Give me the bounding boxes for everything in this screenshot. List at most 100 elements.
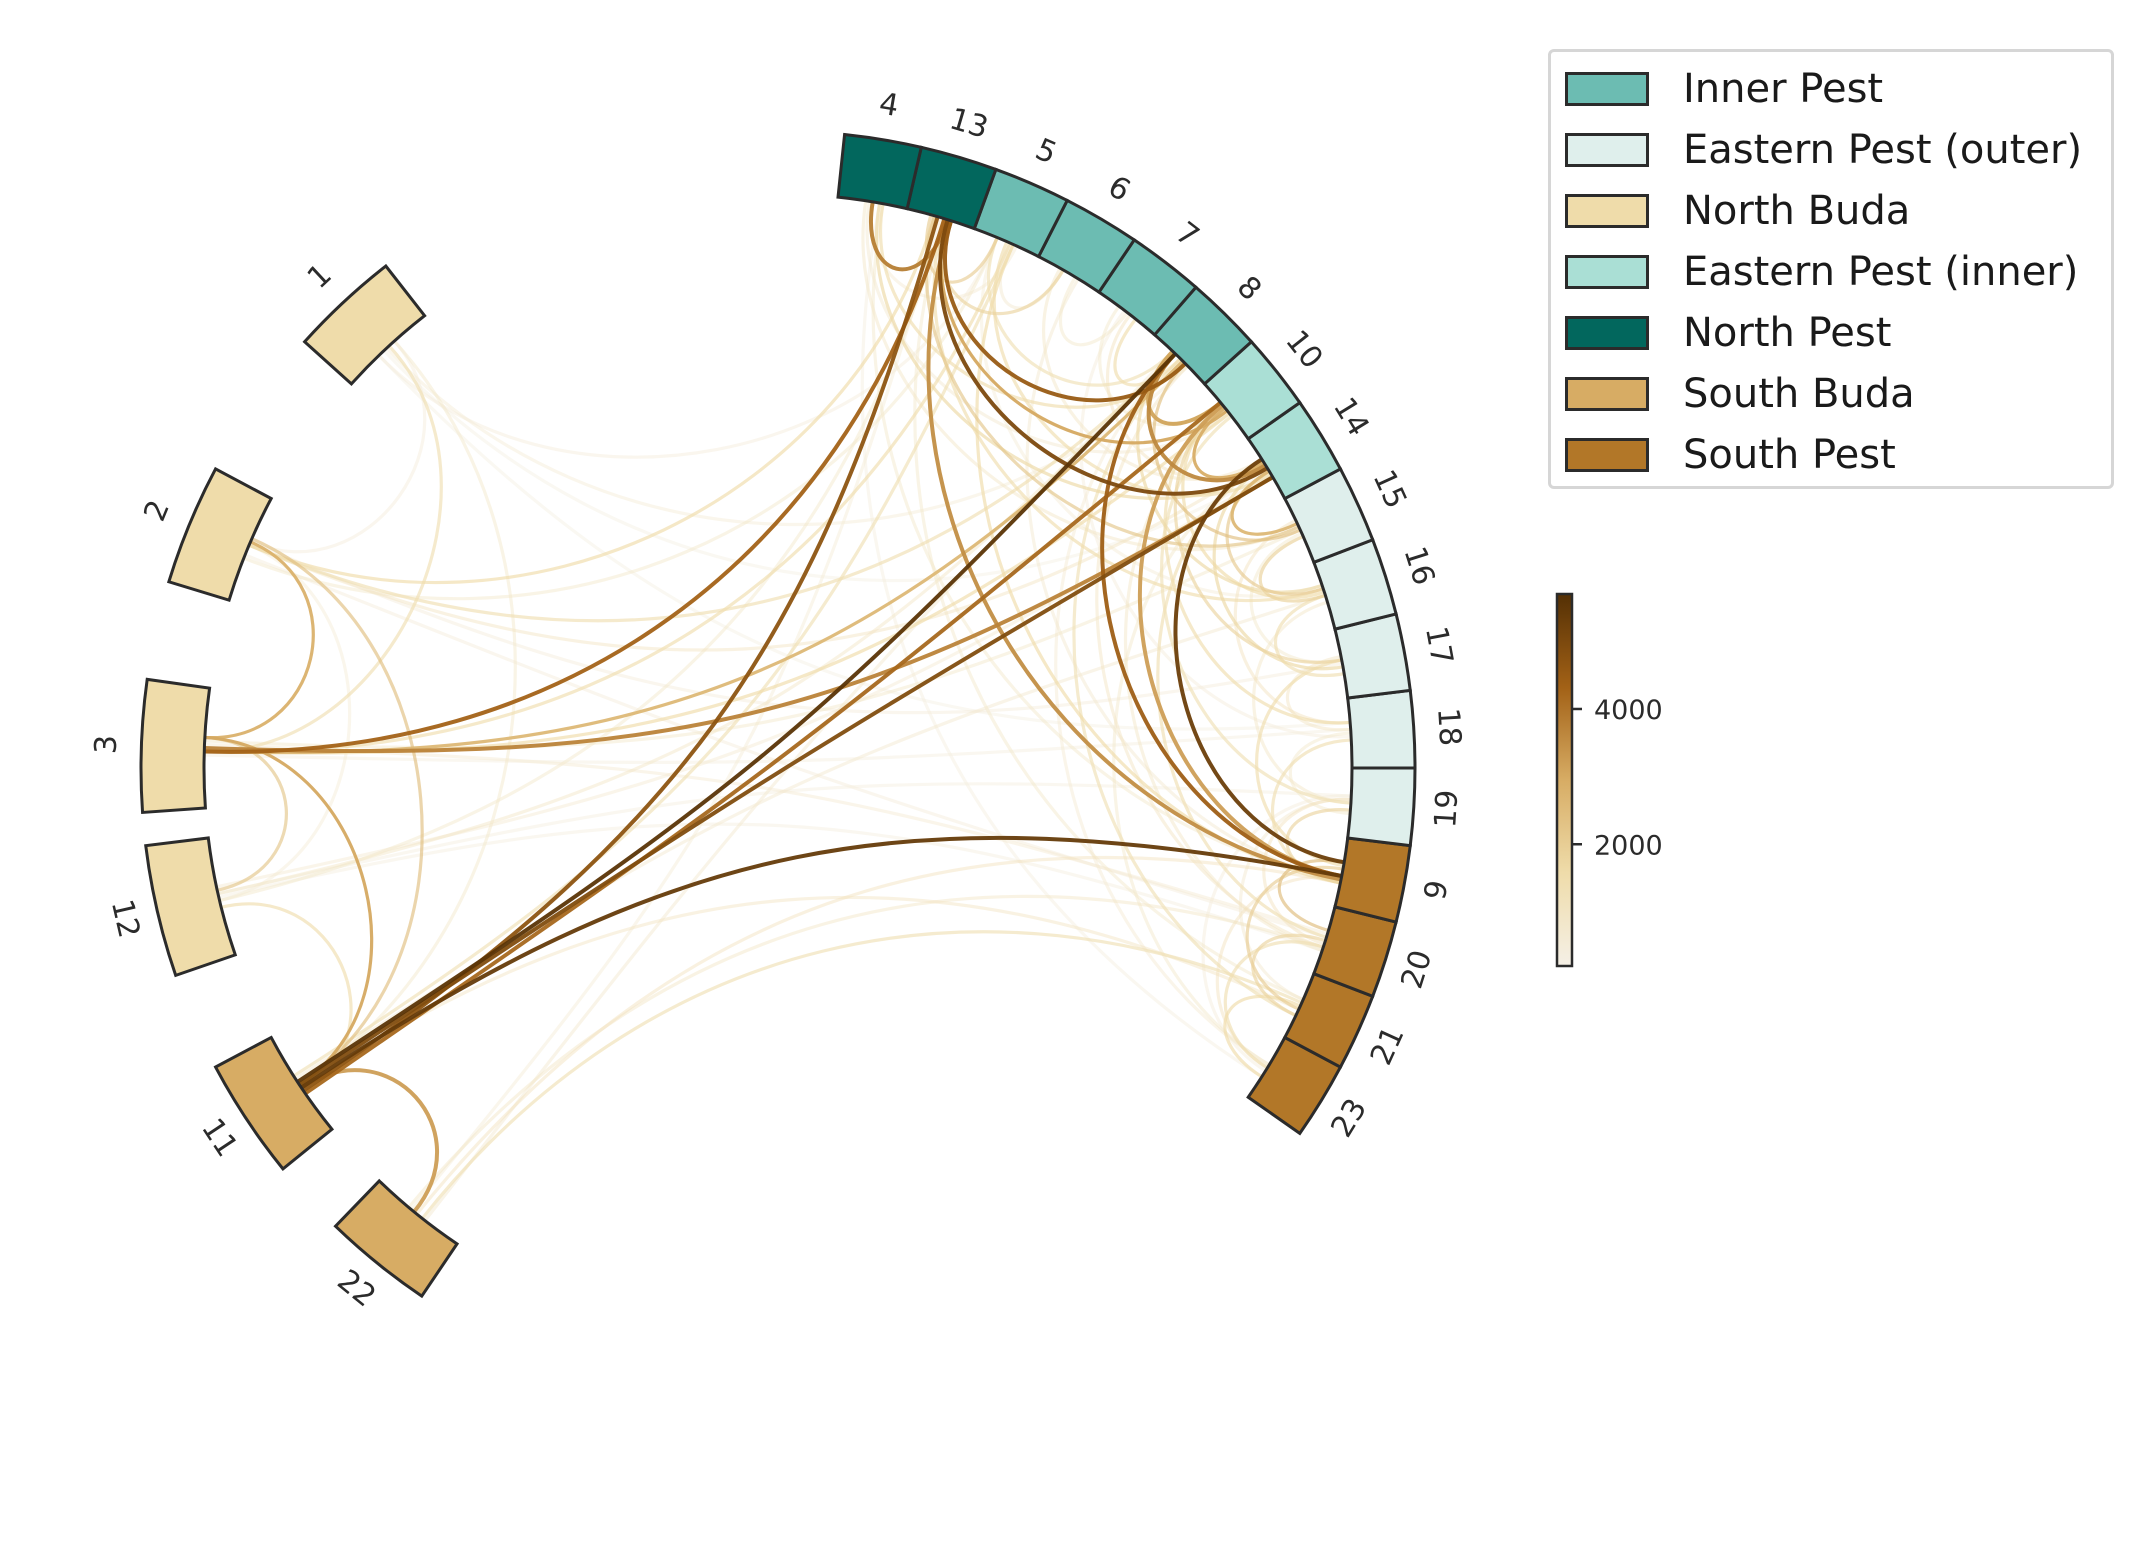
district-arc-19	[1346, 766, 1417, 848]
colorbar-tick-label: 4000	[1594, 695, 1663, 726]
chord-12-20	[218, 822, 1323, 953]
legend-swatch	[1565, 316, 1649, 350]
chord-20-21	[1251, 933, 1326, 1018]
chord-15-18	[1233, 518, 1351, 725]
district-arc-17	[1333, 612, 1412, 700]
district-label-22: 22	[331, 1263, 383, 1314]
chord-1-18	[377, 354, 1351, 731]
chord-12-2	[219, 543, 352, 903]
chord-14-17	[1212, 463, 1344, 671]
chord-11-8	[296, 352, 1177, 1084]
chord-12-8	[217, 352, 1177, 896]
legend-swatch	[1565, 377, 1649, 411]
district-arc-18	[1346, 688, 1417, 770]
district-label-1: 1	[301, 257, 339, 296]
chord-14-5	[992, 240, 1272, 498]
district-arc-6	[1036, 198, 1137, 295]
chord-11-2	[251, 537, 424, 1087]
chord-11-21	[300, 895, 1300, 1090]
chord-6-7	[1058, 276, 1129, 347]
chord-1-2	[249, 340, 427, 554]
chord-11-1	[298, 340, 517, 1087]
chord-4-15	[861, 200, 1300, 552]
legend-item: North Pest	[1565, 308, 1891, 358]
district-label-18: 18	[1430, 707, 1467, 747]
legend-swatch	[1565, 72, 1649, 106]
district-arc-9	[1333, 836, 1412, 924]
chord-3-12	[204, 735, 288, 892]
chord-1-8	[385, 347, 1189, 526]
chord-9-20	[1277, 859, 1345, 933]
chord-2-14	[248, 460, 1265, 652]
chord-13-15	[924, 215, 1300, 548]
chord-16-19	[1252, 600, 1352, 805]
district-arc-22	[333, 1178, 460, 1299]
chord-3-2	[204, 540, 315, 740]
district-label-12: 12	[104, 896, 147, 941]
legend-swatch	[1565, 255, 1649, 289]
chord-14-15	[1230, 469, 1299, 536]
chord-1-5	[377, 236, 999, 459]
chord-22-13	[410, 217, 943, 1211]
chord-2-5	[243, 236, 999, 601]
district-arc-4	[836, 132, 924, 211]
chord-11-14	[298, 475, 1274, 1087]
district-arc-13	[905, 145, 998, 231]
legend-label: Eastern Pest (inner)	[1683, 249, 2079, 295]
chord-8-20	[1095, 364, 1324, 949]
legend-item: Inner Pest	[1565, 64, 1883, 114]
chord-layer	[204, 200, 1352, 1222]
legend-label: North Pest	[1683, 310, 1892, 356]
district-label-16: 16	[1396, 542, 1441, 589]
chord-13-8	[943, 220, 1187, 403]
chord-22-20	[407, 895, 1324, 1209]
legend-item: South Buda	[1565, 369, 1915, 419]
district-arc-15	[1282, 466, 1375, 565]
colorbar-tick-label: 2000	[1594, 830, 1663, 861]
district-label-17: 17	[1418, 624, 1459, 668]
chord-9-10	[1137, 403, 1343, 879]
chord-11-16	[294, 593, 1326, 1081]
district-arc-3	[139, 677, 212, 815]
district-arc-20	[1311, 905, 1398, 999]
legend-item: South Pest	[1565, 430, 1896, 480]
district-arc-7	[1096, 237, 1199, 337]
chord-10-17	[1173, 403, 1343, 664]
district-label-21: 21	[1364, 1021, 1412, 1070]
district-arc-1	[302, 263, 427, 387]
district-label-14: 14	[1326, 391, 1376, 442]
district-arc-12	[144, 836, 238, 978]
chord-13-14	[938, 219, 1269, 496]
district-label-15: 15	[1366, 465, 1414, 514]
legend-label: South Buda	[1683, 371, 1915, 417]
chord-9-17	[1255, 658, 1344, 868]
chord-3-1	[204, 344, 443, 754]
chord-8-14	[1146, 352, 1267, 483]
chord-10-19	[1159, 414, 1352, 805]
chord-6-9	[1025, 278, 1342, 882]
chord-16-17	[1273, 593, 1345, 677]
district-arc-14	[1246, 400, 1343, 501]
legend: Inner Pest Eastern Pest (outer) North Bu…	[1548, 49, 2114, 489]
chord-11-3	[204, 735, 374, 1087]
chord-2-13	[248, 215, 936, 585]
district-arc-2	[166, 466, 274, 603]
chord-15-16	[1258, 534, 1326, 603]
chord-3-13	[204, 218, 947, 754]
chord-2-20	[244, 553, 1327, 939]
district-label-20: 20	[1395, 946, 1440, 993]
chord-11-10	[304, 400, 1222, 1096]
chord-8-23	[1054, 352, 1271, 1067]
legend-swatch	[1565, 194, 1649, 228]
chord-3-5	[204, 242, 1012, 754]
legend-swatch	[1565, 438, 1649, 472]
chord-20-23	[1223, 940, 1324, 1070]
legend-label: North Buda	[1683, 188, 1911, 234]
legend-label: Eastern Pest (outer)	[1683, 127, 2083, 173]
legend-item: Eastern Pest (inner)	[1565, 247, 2078, 297]
chord-9-14	[1173, 457, 1345, 865]
chord-11-9	[300, 835, 1343, 1090]
district-label-6: 6	[1102, 169, 1136, 209]
district-label-19: 19	[1428, 789, 1465, 829]
chord-13-10	[939, 219, 1229, 445]
